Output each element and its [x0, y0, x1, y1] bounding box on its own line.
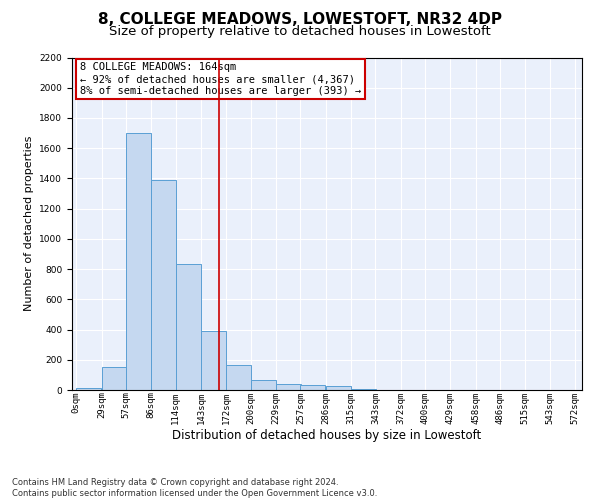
Bar — [226, 365, 251, 390]
Bar — [351, 389, 376, 390]
Bar — [101, 366, 127, 390]
Bar — [201, 331, 226, 390]
X-axis label: Distribution of detached houses by size in Lowestoft: Distribution of detached houses by size … — [172, 429, 482, 442]
Text: 8, COLLEGE MEADOWS, LOWESTOFT, NR32 4DP: 8, COLLEGE MEADOWS, LOWESTOFT, NR32 4DP — [98, 12, 502, 28]
Bar — [176, 264, 200, 390]
Bar — [276, 384, 301, 390]
Y-axis label: Number of detached properties: Number of detached properties — [24, 136, 34, 312]
Bar — [251, 380, 275, 390]
Bar — [326, 386, 350, 390]
Text: Size of property relative to detached houses in Lowestoft: Size of property relative to detached ho… — [109, 25, 491, 38]
Bar — [126, 133, 151, 390]
Bar — [301, 386, 325, 390]
Bar — [76, 388, 101, 390]
Text: 8 COLLEGE MEADOWS: 164sqm
← 92% of detached houses are smaller (4,367)
8% of sem: 8 COLLEGE MEADOWS: 164sqm ← 92% of detac… — [80, 62, 361, 96]
Bar — [151, 180, 176, 390]
Text: Contains HM Land Registry data © Crown copyright and database right 2024.
Contai: Contains HM Land Registry data © Crown c… — [12, 478, 377, 498]
